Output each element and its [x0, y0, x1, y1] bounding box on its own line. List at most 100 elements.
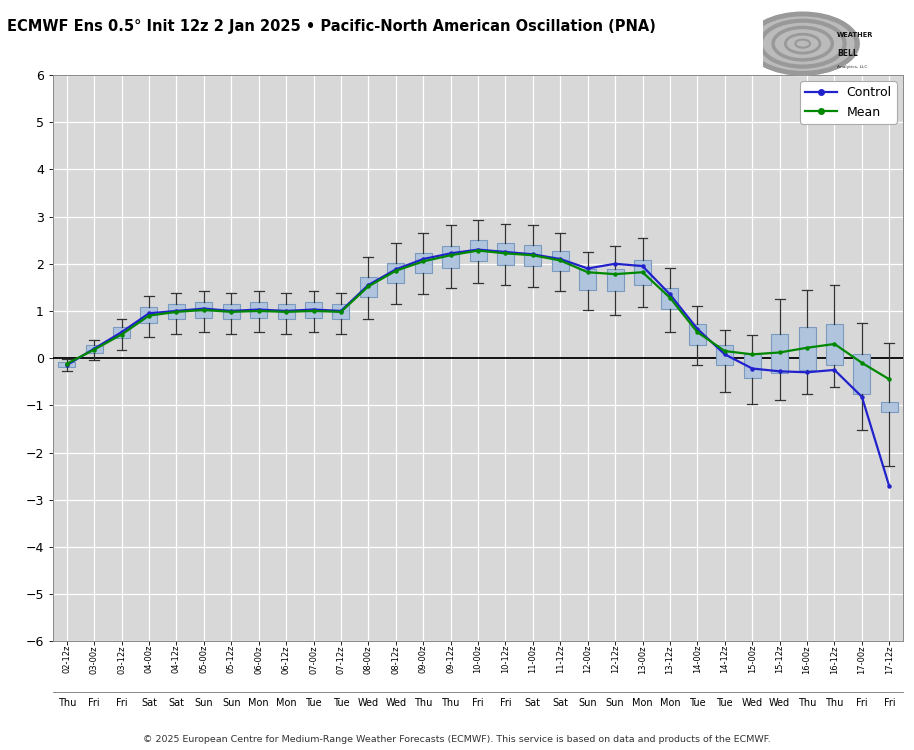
Text: 09-00z: 09-00z: [419, 645, 428, 674]
Text: Thu: Thu: [798, 698, 816, 707]
Text: 07-00z: 07-00z: [309, 645, 318, 674]
Text: © 2025 European Centre for Medium-Range Weather Forecasts (ECMWF). This service : © 2025 European Centre for Medium-Range …: [143, 735, 771, 744]
Bar: [881, 401, 898, 412]
Bar: [799, 328, 815, 370]
Text: BELL: BELL: [837, 49, 858, 58]
Text: 03-12z: 03-12z: [117, 645, 126, 674]
Text: 05-12z: 05-12z: [227, 645, 236, 674]
Bar: [113, 328, 130, 338]
Bar: [415, 254, 431, 273]
Text: 15-12z: 15-12z: [775, 645, 784, 674]
Bar: [305, 302, 322, 318]
Text: 02-12z: 02-12z: [62, 645, 71, 674]
Bar: [360, 277, 377, 297]
Text: 14-12z: 14-12z: [720, 645, 729, 674]
Bar: [141, 308, 157, 322]
Text: Tue: Tue: [689, 698, 706, 707]
Text: 13-12z: 13-12z: [665, 645, 675, 674]
Text: 05-00z: 05-00z: [199, 645, 208, 674]
Bar: [223, 304, 239, 320]
Text: WEATHER: WEATHER: [837, 32, 874, 38]
Text: Thu: Thu: [414, 698, 432, 707]
Text: Sun: Sun: [222, 698, 240, 707]
Text: 17-00z: 17-00z: [857, 645, 866, 674]
Text: Sat: Sat: [168, 698, 185, 707]
Bar: [58, 362, 75, 367]
Text: 16-00z: 16-00z: [802, 645, 812, 674]
Text: Wed: Wed: [769, 698, 791, 707]
Bar: [607, 269, 623, 291]
Text: Fri: Fri: [89, 698, 100, 707]
Text: Sat: Sat: [141, 698, 157, 707]
Bar: [717, 345, 733, 365]
Text: 04-12z: 04-12z: [172, 645, 181, 674]
Text: 03-00z: 03-00z: [90, 645, 99, 674]
Bar: [250, 302, 267, 318]
Text: Thu: Thu: [825, 698, 844, 707]
Bar: [196, 302, 212, 318]
Text: Fri: Fri: [116, 698, 127, 707]
Bar: [689, 324, 706, 345]
Text: Sun: Sun: [195, 698, 213, 707]
Text: 15-00z: 15-00z: [748, 645, 757, 674]
Bar: [771, 334, 788, 374]
Text: 11-12z: 11-12z: [556, 645, 565, 674]
Bar: [634, 260, 651, 285]
Text: 12-12z: 12-12z: [611, 645, 620, 674]
Text: Tue: Tue: [333, 698, 349, 707]
Text: 09-12z: 09-12z: [446, 645, 455, 674]
Text: 07-12z: 07-12z: [336, 645, 345, 674]
Text: 08-12z: 08-12z: [391, 645, 400, 674]
Bar: [552, 251, 569, 271]
Bar: [278, 304, 294, 320]
Text: 06-00z: 06-00z: [254, 645, 263, 674]
Text: 06-12z: 06-12z: [282, 645, 291, 674]
Text: Analytics, LLC: Analytics, LLC: [837, 64, 867, 68]
Bar: [662, 288, 678, 308]
Text: 14-00z: 14-00z: [693, 645, 702, 674]
Bar: [497, 242, 514, 265]
Text: Fri: Fri: [856, 698, 867, 707]
Text: 10-12z: 10-12z: [501, 645, 510, 674]
Text: 11-00z: 11-00z: [528, 645, 537, 674]
Text: Thu: Thu: [58, 698, 76, 707]
Bar: [388, 262, 404, 283]
Bar: [744, 354, 760, 378]
Bar: [86, 345, 102, 353]
Text: Fri: Fri: [500, 698, 511, 707]
Text: 17-12z: 17-12z: [885, 645, 894, 674]
Text: 04-00z: 04-00z: [144, 645, 154, 674]
Bar: [854, 354, 870, 394]
Text: Tue: Tue: [305, 698, 322, 707]
Text: Mon: Mon: [249, 698, 269, 707]
Text: 10-00z: 10-00z: [473, 645, 483, 674]
Bar: [333, 304, 349, 320]
Text: Tue: Tue: [717, 698, 733, 707]
Text: Wed: Wed: [357, 698, 379, 707]
Text: Fri: Fri: [884, 698, 895, 707]
Bar: [826, 324, 843, 365]
Text: Mon: Mon: [276, 698, 296, 707]
Bar: [525, 244, 541, 266]
Text: Sat: Sat: [525, 698, 541, 707]
Text: Fri: Fri: [473, 698, 484, 707]
Text: Sun: Sun: [579, 698, 597, 707]
Text: Wed: Wed: [385, 698, 407, 707]
Text: Sat: Sat: [552, 698, 569, 707]
Legend: Control, Mean: Control, Mean: [801, 81, 897, 124]
Bar: [579, 269, 596, 290]
Bar: [442, 246, 459, 268]
Text: Sun: Sun: [606, 698, 624, 707]
Bar: [470, 240, 486, 262]
Text: Mon: Mon: [660, 698, 680, 707]
Text: 13-00z: 13-00z: [638, 645, 647, 674]
Bar: [168, 304, 185, 320]
Circle shape: [746, 13, 859, 75]
Text: Mon: Mon: [632, 698, 653, 707]
Text: 08-00z: 08-00z: [364, 645, 373, 674]
Text: ECMWF Ens 0.5° Init 12z 2 Jan 2025 • Pacific-North American Oscillation (PNA): ECMWF Ens 0.5° Init 12z 2 Jan 2025 • Pac…: [7, 19, 656, 34]
Text: Wed: Wed: [741, 698, 763, 707]
Text: 12-00z: 12-00z: [583, 645, 592, 674]
Text: 16-12z: 16-12z: [830, 645, 839, 674]
Text: Thu: Thu: [441, 698, 460, 707]
